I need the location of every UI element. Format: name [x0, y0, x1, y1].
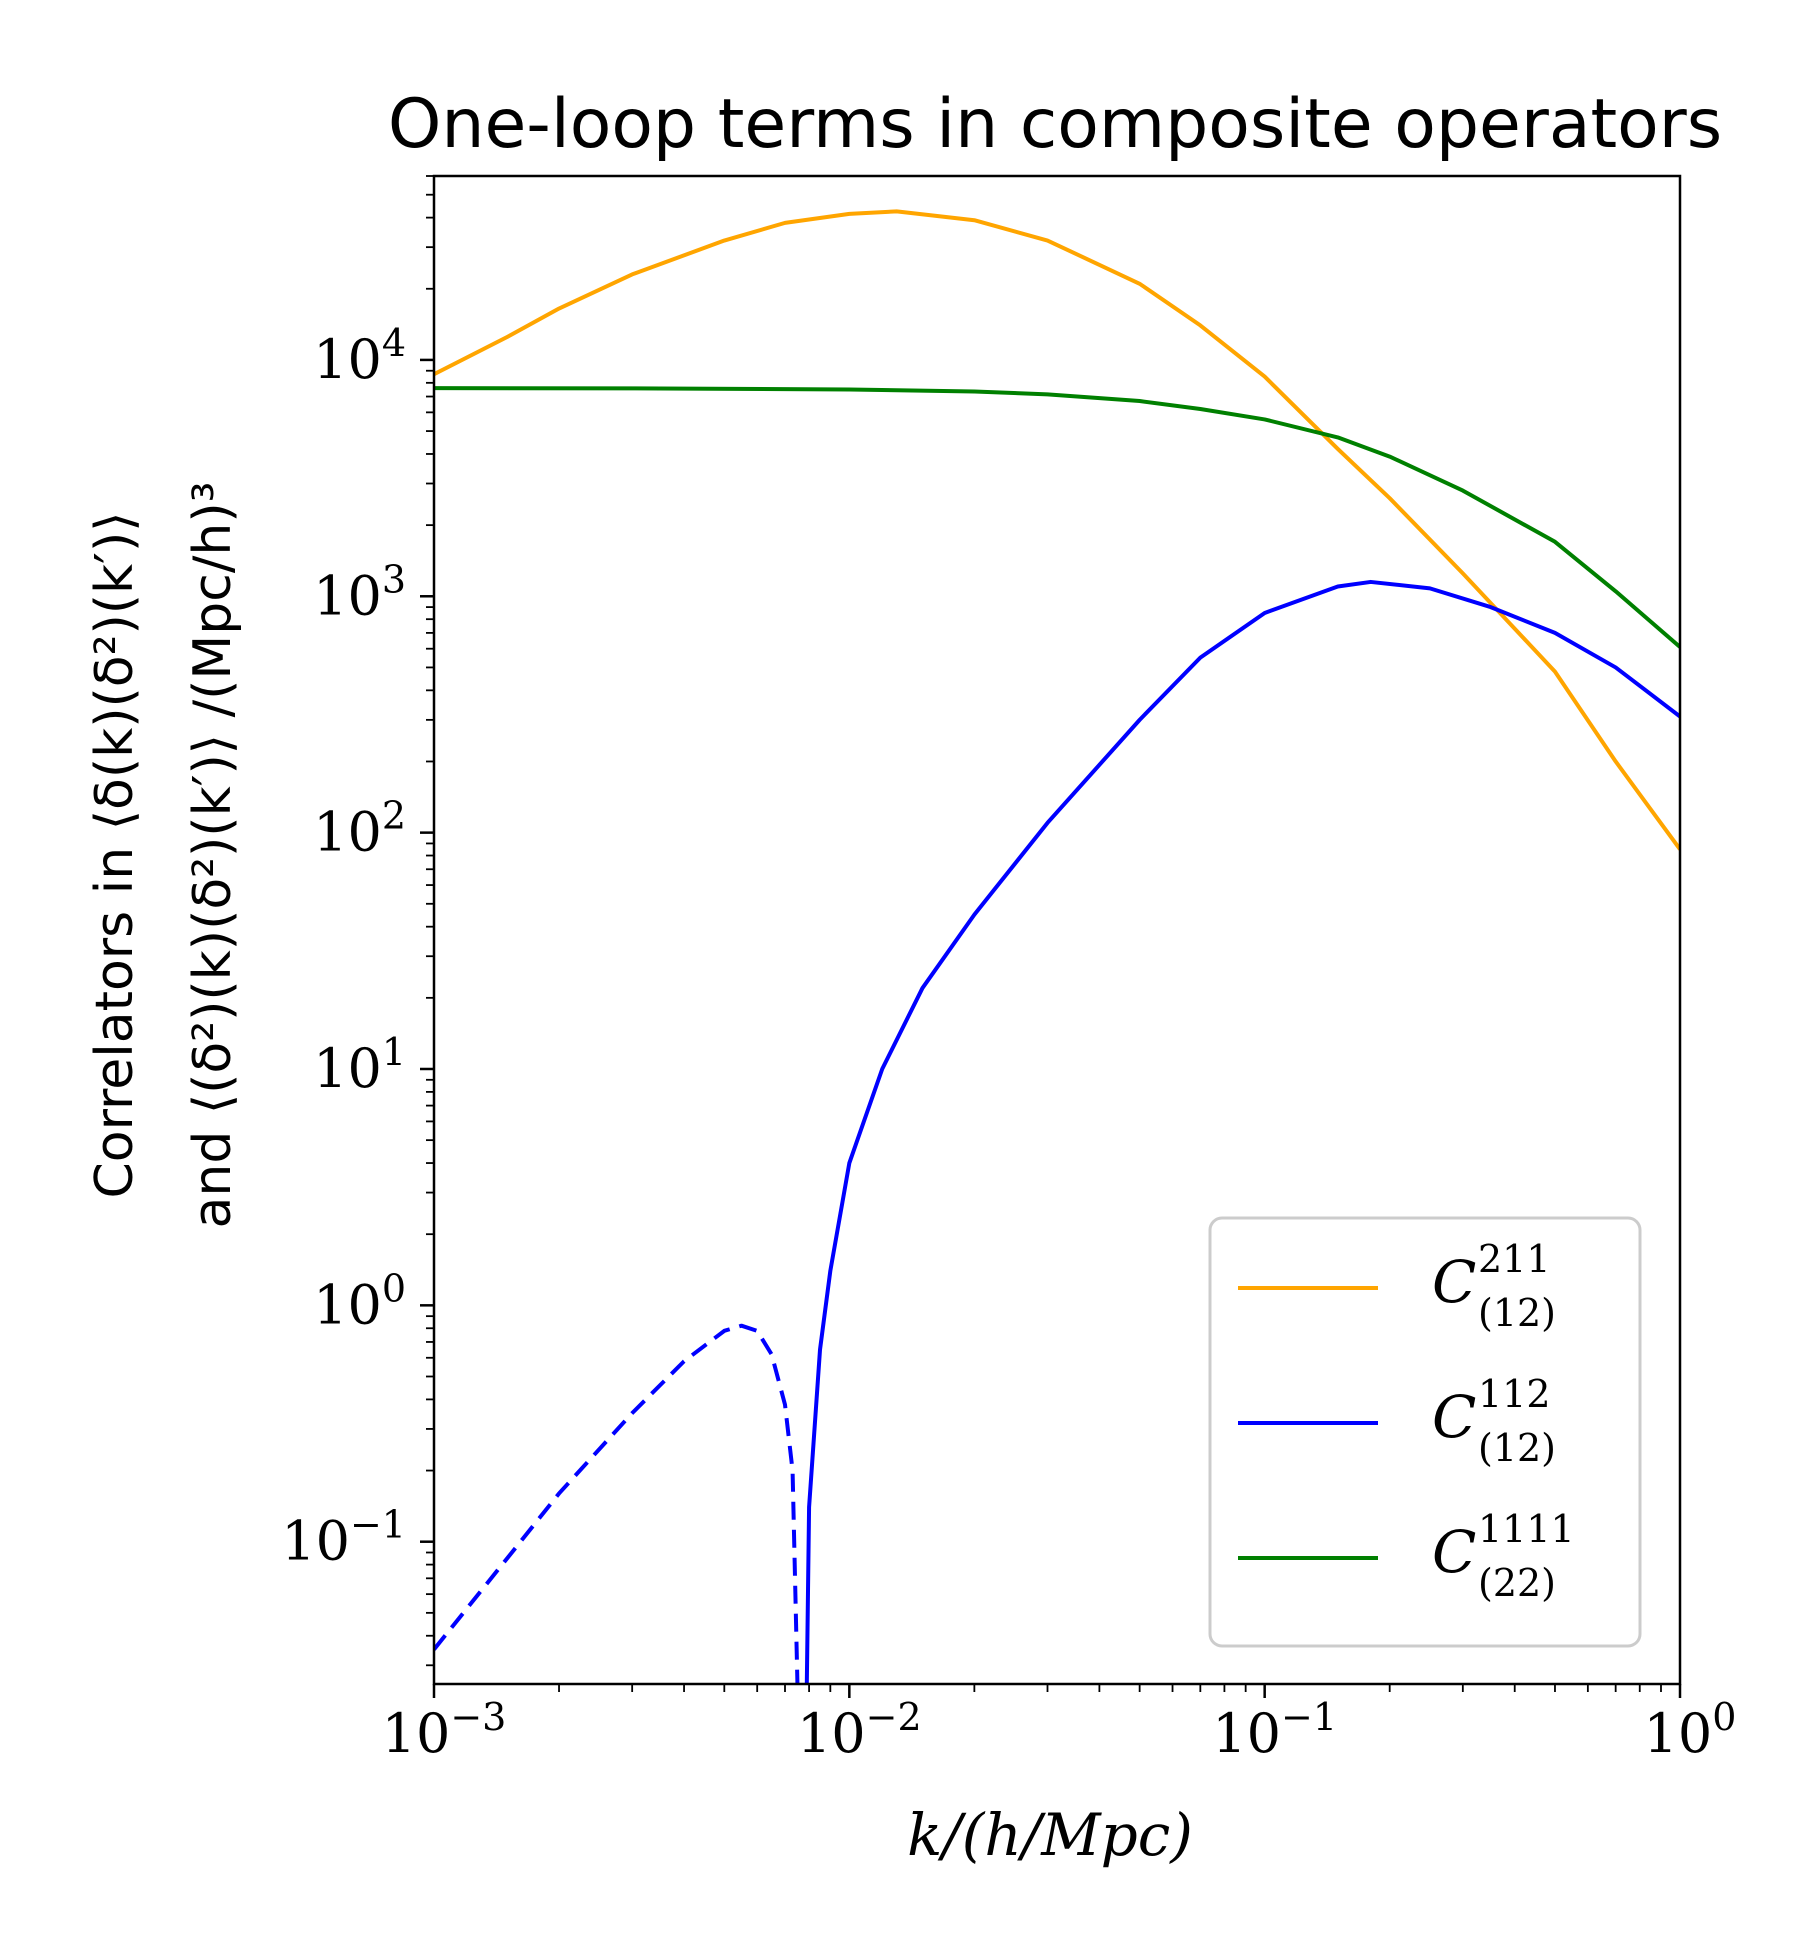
x-tick-label: 10−1 — [1212, 1695, 1337, 1765]
legend-label-2: C1111 (22) — [1432, 1507, 1575, 1605]
series-line-0 — [434, 209, 1680, 851]
legend-label-1: C112 (12) — [1432, 1372, 1556, 1470]
y-tick-label: 104 — [313, 321, 406, 391]
legend-label-0: C211 (12) — [1432, 1237, 1556, 1335]
x-tick-label: 10−2 — [797, 1695, 922, 1765]
legend: C211 (12) C112 (12) C1111 (22) — [1208, 1216, 1642, 1648]
y-tick-label: 102 — [313, 794, 406, 864]
y-tick-label: 10−1 — [281, 1503, 406, 1573]
x-axis-label: k/(h/Mpc) — [907, 1801, 1193, 1869]
y-tick-label: 100 — [313, 1266, 406, 1336]
chart-title: One-loop terms in composite operators — [388, 85, 1722, 164]
y-axis-label-group: Correlators in ⟨δ(k)(δ²)(k′)⟩ and ⟨(δ²)(… — [85, 482, 243, 1229]
axis-tick-labels: 10−3 10−2 10−1 100 10−1 100 101 102 103 104 — [281, 321, 1736, 1765]
series-group — [434, 209, 1680, 1684]
y-axis-label-line2: and ⟨(δ²)(k)(δ²)(k′)⟩ /(Mpc/h)³ — [183, 482, 243, 1229]
plot-frame — [432, 174, 1682, 1686]
axis-ticks — [420, 175, 1682, 1698]
series-line-2 — [804, 579, 1680, 1684]
legend-box — [1208, 1216, 1642, 1648]
y-tick-label: 103 — [313, 557, 406, 627]
x-tick-label: 10−3 — [382, 1695, 507, 1765]
series-line-3 — [434, 386, 1680, 649]
y-tick-label: 101 — [313, 1030, 406, 1100]
x-tick-label: 100 — [1644, 1695, 1737, 1765]
series-line-1 — [434, 1323, 800, 1684]
y-axis-label-line1: Correlators in ⟨δ(k)(δ²)(k′)⟩ — [85, 511, 145, 1198]
